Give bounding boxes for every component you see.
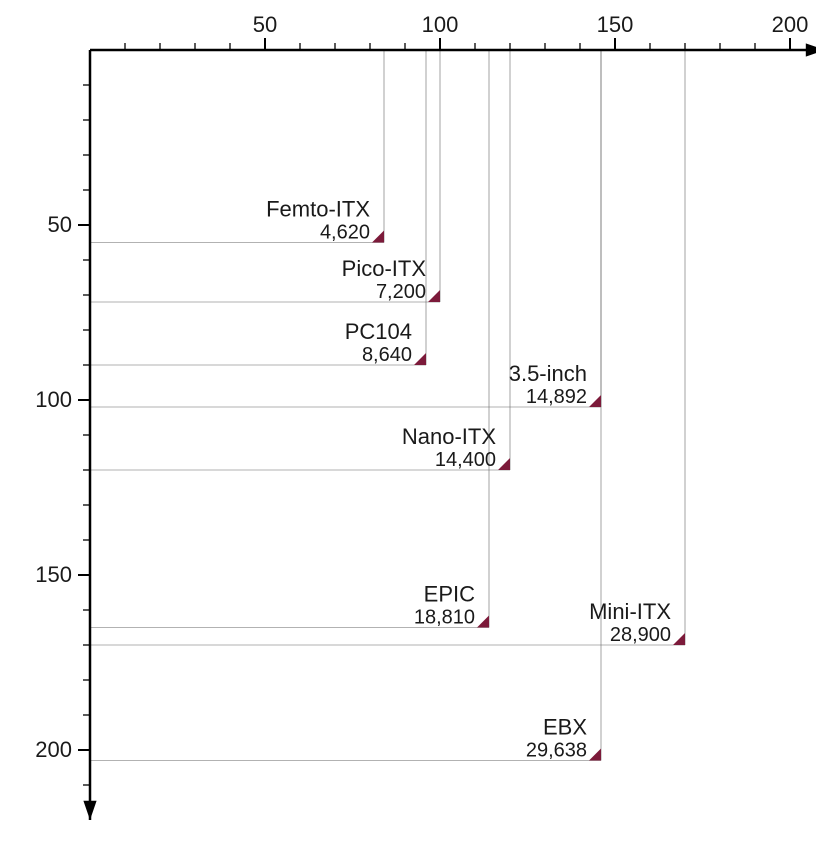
box-label-name: EBX [543,715,587,740]
x-axis-arrow [806,43,816,56]
box-label-name: Nano-ITX [402,424,496,449]
box-label-area: 18,810 [414,607,475,629]
chart-container: Femto-ITX4,620 Pico-ITX7,200 PC1048,640 3.5… [0,0,816,846]
chart-svg: Femto-ITX4,620 Pico-ITX7,200 PC1048,640 3.5… [0,0,816,846]
corner-marker [372,231,384,243]
x-tick-label: 100 [422,12,459,37]
box-label-name: Femto-ITX [266,197,370,222]
corner-marker [477,616,489,628]
box-label-area: 29,638 [526,740,587,762]
box-label-name: EPIC [424,582,475,607]
x-tick-label: 50 [253,12,277,37]
box-label-name: 3.5-inch [509,361,587,386]
corner-marker [498,458,510,470]
axes-group: 50 100 150 200 50 100 150 200 [35,12,816,820]
y-tick-label: 50 [48,212,72,237]
x-tick-label: 150 [597,12,634,37]
box-label-area: 8,640 [362,344,412,366]
corner-marker [673,633,685,645]
y-tick-label: 100 [35,387,72,412]
corner-marker [428,290,440,302]
box-label-name: Mini-ITX [589,599,671,624]
y-tick-label: 150 [35,562,72,587]
corner-marker [589,749,601,761]
box-label-name: Pico-ITX [342,256,427,281]
box-label-area: 4,620 [320,222,370,244]
box-label-area: 14,400 [435,449,496,471]
box-label-area: 7,200 [376,281,426,303]
box-label-area: 28,900 [610,624,671,646]
corner-marker [589,395,601,407]
boxes-group: Femto-ITX4,620 Pico-ITX7,200 PC1048,640 3.5… [90,50,685,762]
box-label-area: 14,892 [526,386,587,408]
corner-marker [414,353,426,365]
y-tick-label: 200 [35,737,72,762]
box-label-name: PC104 [345,319,412,344]
y-axis-arrow [83,801,96,820]
x-tick-label: 200 [772,12,809,37]
